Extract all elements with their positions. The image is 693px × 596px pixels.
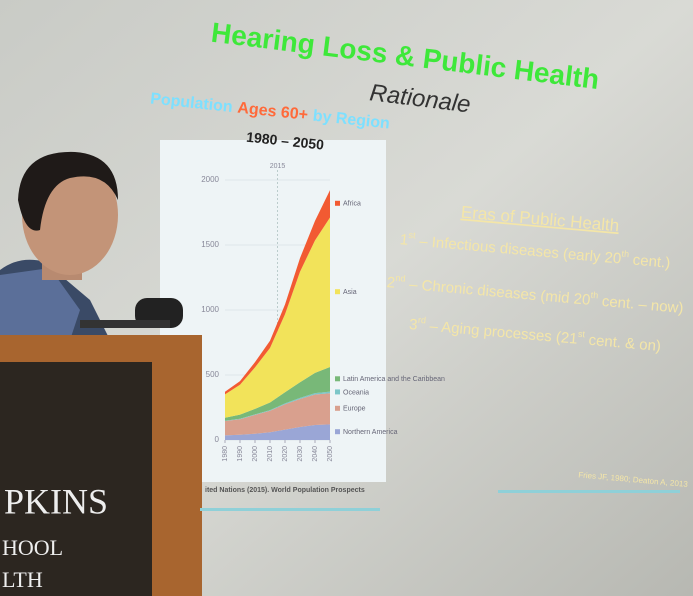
era-text: 2: [386, 274, 396, 292]
chart-source: ited Nations (2015). World Population Pr…: [205, 487, 365, 494]
x-tick-label: 2010: [267, 446, 274, 462]
legend-swatch: [335, 289, 340, 295]
area: [225, 366, 330, 421]
slide-rule: [498, 490, 680, 493]
area: [225, 393, 330, 436]
x-tick-label: 2000: [252, 446, 259, 462]
superscript: nd: [395, 273, 406, 284]
superscript: st: [408, 230, 416, 241]
y-tick-label: 500: [206, 370, 220, 379]
superscript: st: [578, 329, 586, 340]
x-tick-label: 2030: [297, 446, 304, 462]
legend-swatch: [335, 376, 340, 382]
legend-label: Northern America: [343, 429, 398, 436]
legend-label: Europe: [343, 406, 366, 413]
legend-swatch: [335, 389, 340, 395]
y-tick-label: 0: [215, 435, 220, 444]
legend-swatch: [335, 405, 340, 411]
area: [225, 217, 330, 418]
area: [225, 424, 330, 440]
y-tick-label: 1000: [201, 305, 219, 314]
x-tick-label: 1990: [237, 446, 244, 462]
x-tick-label: 2050: [327, 446, 334, 462]
superscript: th: [621, 249, 629, 260]
era-text: cent.): [628, 251, 671, 272]
x-tick-label: 2040: [312, 446, 319, 462]
marker-label: 2015: [270, 163, 286, 170]
y-tick-label: 1500: [201, 240, 219, 249]
legend-label: Africa: [343, 201, 361, 208]
era-text: 1: [399, 231, 409, 249]
legend-swatch: [335, 200, 340, 206]
legend-label: Asia: [343, 289, 357, 296]
sign-text: PKINS: [4, 481, 108, 521]
legend-label: Latin America and the Caribbean: [343, 376, 445, 383]
legend-swatch: [335, 429, 340, 435]
superscript: rd: [418, 315, 427, 326]
slide-rule: [200, 508, 380, 511]
podium-panel: [0, 362, 152, 596]
sign-text: HOOL: [2, 535, 63, 560]
era-text: 3: [408, 316, 418, 334]
sign-text: LTH: [2, 567, 43, 592]
x-tick-label: 2020: [282, 446, 289, 462]
legend-label: Oceania: [343, 389, 369, 396]
x-tick-label: 1980: [222, 446, 229, 462]
superscript: th: [590, 290, 598, 301]
speaker: [0, 151, 183, 340]
era-text: cent. & on): [584, 331, 662, 355]
y-tick-label: 2000: [201, 175, 219, 184]
